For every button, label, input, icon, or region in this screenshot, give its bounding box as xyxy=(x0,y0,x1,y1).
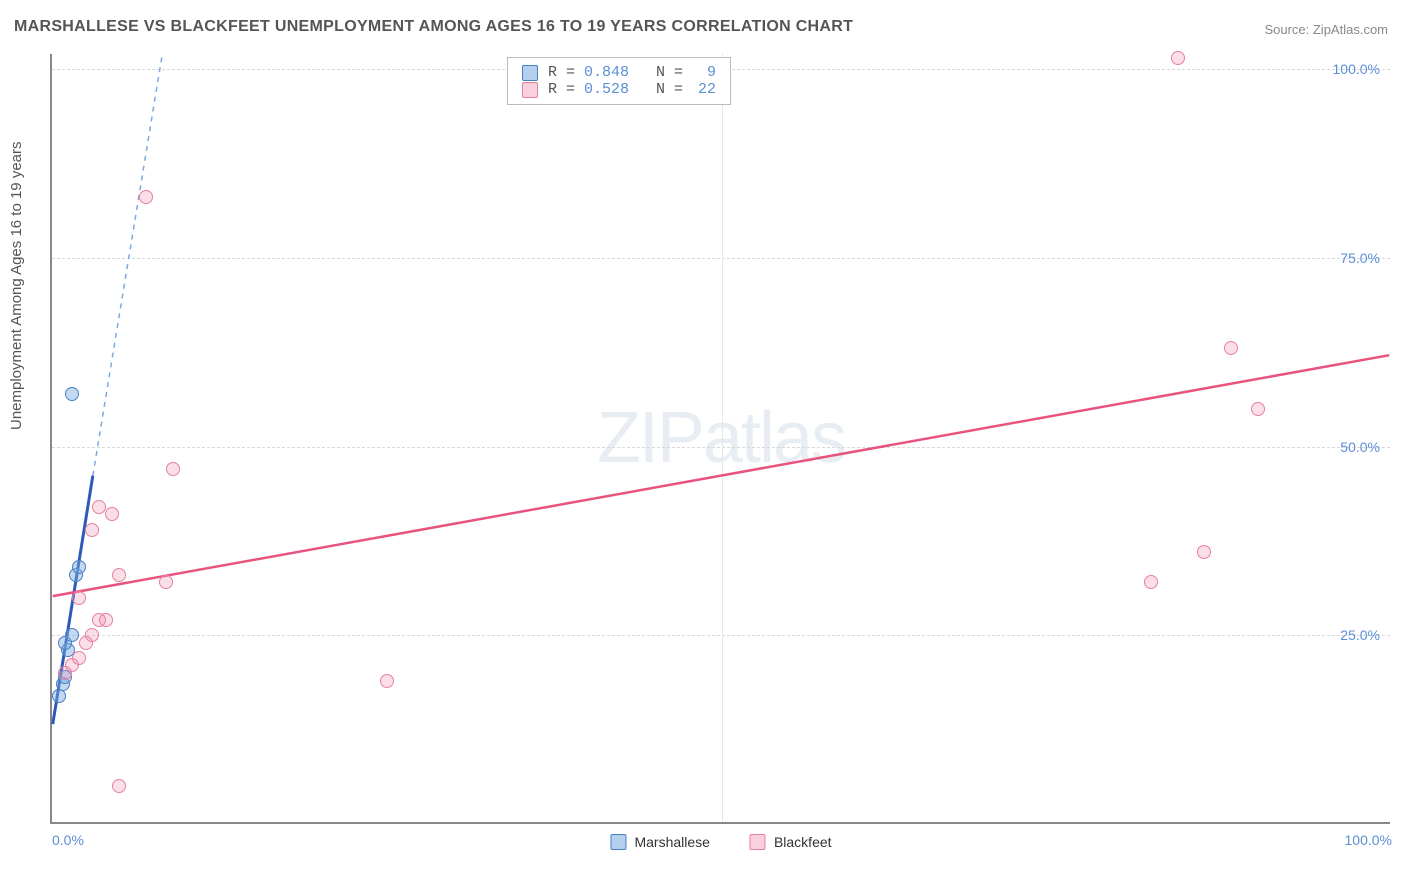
stats-swatch xyxy=(522,82,538,98)
legend-swatch-pink xyxy=(750,834,766,850)
y-tick-label: 75.0% xyxy=(1340,250,1380,266)
data-point xyxy=(380,674,394,688)
legend-swatch-blue xyxy=(610,834,626,850)
data-point xyxy=(65,628,79,642)
chart-title: MARSHALLESE VS BLACKFEET UNEMPLOYMENT AM… xyxy=(14,18,853,36)
data-point xyxy=(99,613,113,627)
data-point xyxy=(92,500,106,514)
legend-item-marshallese: Marshallese xyxy=(610,834,709,850)
data-point xyxy=(1197,545,1211,559)
plot-area: ZIPatlas R = 0.848 N = 9R = 0.528 N = 22… xyxy=(50,54,1390,824)
legend-item-blackfeet: Blackfeet xyxy=(750,834,832,850)
legend-label: Blackfeet xyxy=(774,834,832,850)
data-point xyxy=(85,628,99,642)
stats-swatch xyxy=(522,65,538,81)
series-legend: Marshallese Blackfeet xyxy=(610,834,831,850)
data-point xyxy=(112,568,126,582)
data-point xyxy=(1224,341,1238,355)
trend-lines xyxy=(52,54,1390,822)
stats-row: R = 0.528 N = 22 xyxy=(522,81,716,98)
legend-label: Marshallese xyxy=(634,834,709,850)
stats-text: R = 0.848 N = 9 xyxy=(548,64,716,81)
data-point xyxy=(1144,575,1158,589)
data-point xyxy=(112,779,126,793)
y-tick-label: 25.0% xyxy=(1340,627,1380,643)
data-point xyxy=(166,462,180,476)
data-point xyxy=(85,523,99,537)
data-point xyxy=(72,591,86,605)
stats-row: R = 0.848 N = 9 xyxy=(522,64,716,81)
correlation-stats-box: R = 0.848 N = 9R = 0.528 N = 22 xyxy=(507,57,731,105)
x-tick-label: 100.0% xyxy=(1345,832,1392,848)
data-point xyxy=(139,190,153,204)
y-axis-label: Unemployment Among Ages 16 to 19 years xyxy=(8,141,25,430)
x-tick-label: 0.0% xyxy=(52,832,84,848)
stats-text: R = 0.528 N = 22 xyxy=(548,81,716,98)
data-point xyxy=(105,507,119,521)
y-tick-label: 100.0% xyxy=(1333,61,1380,77)
data-point xyxy=(1251,402,1265,416)
source-attribution: Source: ZipAtlas.com xyxy=(1264,22,1388,37)
data-point xyxy=(1171,51,1185,65)
data-point xyxy=(65,387,79,401)
data-point xyxy=(72,651,86,665)
data-point xyxy=(159,575,173,589)
y-tick-label: 50.0% xyxy=(1340,439,1380,455)
data-point xyxy=(72,560,86,574)
